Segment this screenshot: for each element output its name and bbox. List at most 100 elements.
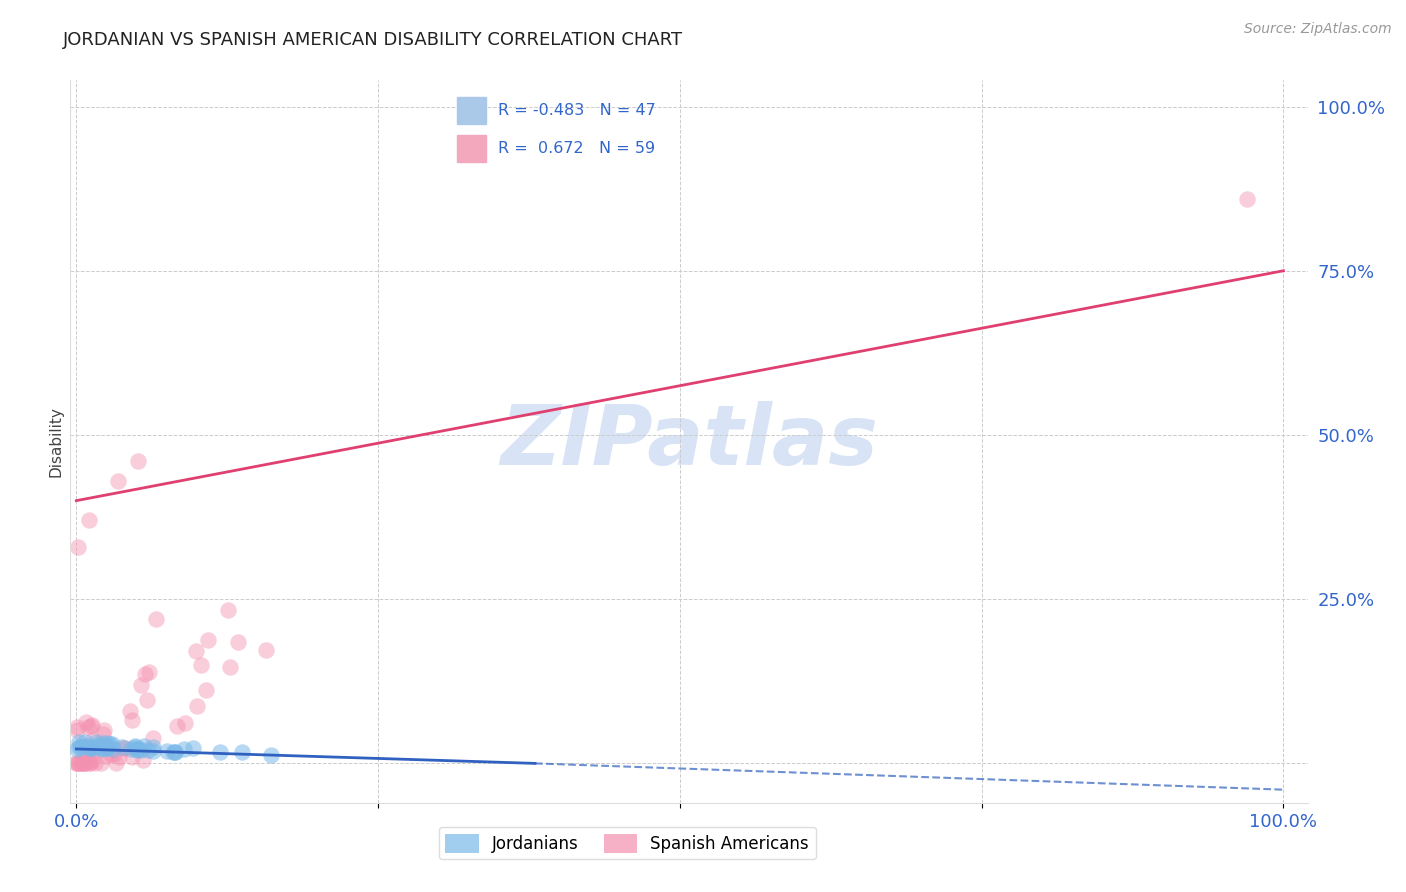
Point <box>138 665 160 679</box>
Point <box>80 739 103 754</box>
Point <box>94 749 117 764</box>
Point <box>96 741 118 756</box>
Text: JORDANIAN VS SPANISH AMERICAN DISABILITY CORRELATION CHART: JORDANIAN VS SPANISH AMERICAN DISABILITY… <box>63 31 683 49</box>
Legend: Jordanians, Spanish Americans: Jordanians, Spanish Americans <box>439 827 815 860</box>
Point <box>173 742 195 756</box>
Point <box>142 740 165 755</box>
Point <box>186 699 208 714</box>
Point <box>197 633 219 648</box>
Point <box>66 720 89 734</box>
Point <box>165 745 187 759</box>
Point <box>82 733 104 747</box>
Text: Source: ZipAtlas.com: Source: ZipAtlas.com <box>1244 22 1392 37</box>
Point <box>142 731 165 745</box>
Point <box>190 657 212 672</box>
Point <box>70 756 93 771</box>
Point <box>65 756 87 771</box>
Point <box>129 678 152 692</box>
Point <box>128 741 150 756</box>
Point <box>219 659 242 673</box>
Point <box>231 745 253 759</box>
Point <box>181 741 204 756</box>
Point <box>121 750 143 764</box>
Point <box>100 737 122 751</box>
Point <box>90 756 112 771</box>
Point <box>114 741 136 756</box>
Point <box>73 756 96 771</box>
Point <box>111 739 134 754</box>
Point <box>134 666 156 681</box>
Point <box>91 736 114 750</box>
Point <box>80 754 103 768</box>
Point <box>208 745 231 759</box>
Point <box>135 692 157 706</box>
Point <box>125 743 148 757</box>
Point <box>93 723 115 738</box>
Point <box>91 727 114 741</box>
Point <box>77 513 100 527</box>
Point <box>125 741 148 756</box>
Point <box>86 739 108 753</box>
Point <box>80 718 103 732</box>
Point <box>67 735 90 749</box>
Point <box>118 705 141 719</box>
Point <box>79 718 101 732</box>
Point <box>124 739 146 753</box>
Point <box>121 714 143 728</box>
Point <box>127 454 149 468</box>
Point <box>226 634 249 648</box>
Y-axis label: Disability: Disability <box>48 406 63 477</box>
Point <box>86 739 108 754</box>
Point <box>100 747 122 761</box>
Point <box>93 739 115 753</box>
Point <box>96 736 118 750</box>
Point <box>86 735 108 749</box>
Point <box>90 740 112 755</box>
Point <box>82 740 104 755</box>
Point <box>66 742 89 756</box>
Point <box>67 540 90 554</box>
Text: ZIPatlas: ZIPatlas <box>501 401 877 482</box>
Point <box>77 747 100 762</box>
Point <box>103 741 125 756</box>
Point <box>77 742 100 756</box>
Point <box>217 603 239 617</box>
Point <box>156 744 179 758</box>
Point <box>77 741 100 756</box>
Point <box>91 742 114 756</box>
Point <box>73 756 96 771</box>
Point <box>70 739 93 754</box>
Point <box>142 744 165 758</box>
Point <box>73 735 96 749</box>
Point <box>67 756 90 771</box>
Point <box>136 743 159 757</box>
Point <box>70 739 93 754</box>
Point <box>69 756 91 771</box>
Point <box>162 745 184 759</box>
Point <box>75 715 97 730</box>
Point <box>124 740 146 755</box>
Point <box>77 756 100 771</box>
Point <box>66 756 89 771</box>
Point <box>112 740 135 755</box>
Point <box>98 737 121 751</box>
Point <box>76 720 98 734</box>
Point <box>97 739 120 754</box>
Point <box>89 739 111 753</box>
Point <box>166 719 188 733</box>
Point <box>131 752 153 766</box>
Point <box>165 745 187 759</box>
Point <box>129 743 152 757</box>
Point <box>80 740 103 755</box>
Point <box>89 739 111 753</box>
Point <box>103 747 125 761</box>
Point <box>108 749 131 764</box>
Point <box>84 756 107 771</box>
Point <box>96 741 118 756</box>
Point <box>79 756 101 771</box>
Point <box>67 739 90 754</box>
Point <box>1236 192 1258 206</box>
Point <box>174 715 197 730</box>
Point <box>145 612 167 626</box>
Point <box>186 643 208 657</box>
